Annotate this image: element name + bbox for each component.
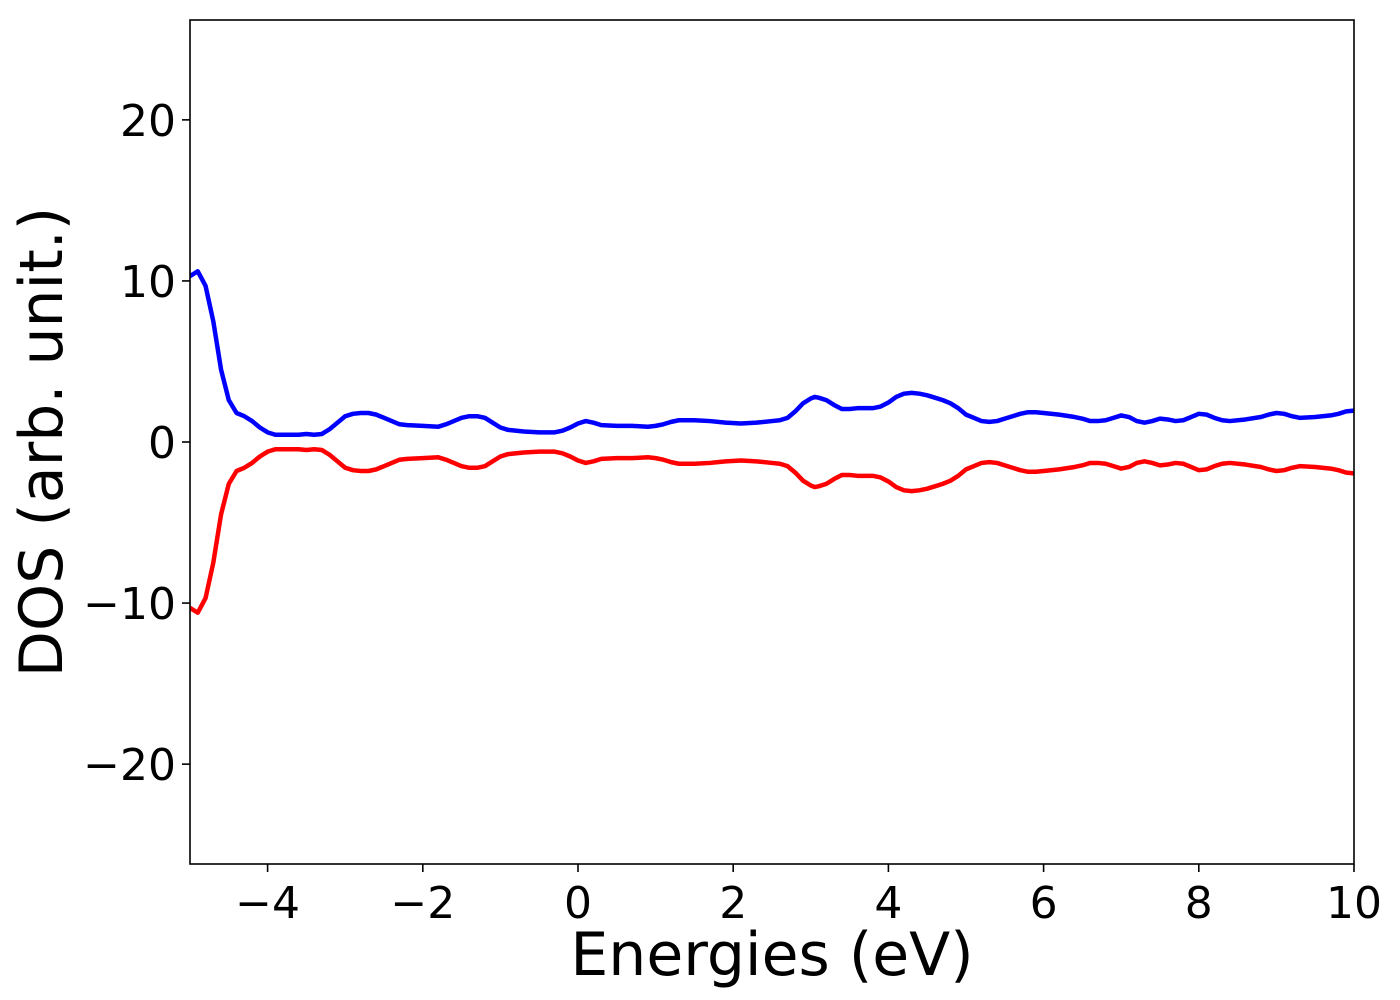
x-tick-label: 2 — [719, 878, 747, 929]
x-axis-title: Energies (eV) — [570, 920, 973, 990]
series-line-2 — [190, 447, 1354, 615]
series-layer — [190, 269, 1354, 615]
y-tick-label: 0 — [148, 418, 176, 469]
x-tick-label: −2 — [390, 878, 455, 929]
plot-frame — [189, 19, 1355, 865]
y-tick-label: 10 — [120, 257, 176, 308]
y-tick-label: −10 — [83, 579, 176, 630]
x-tick-label: 10 — [1326, 878, 1382, 929]
y-tick-label: −20 — [83, 740, 176, 791]
x-tick-label: 4 — [874, 878, 902, 929]
x-tick-label: 6 — [1030, 878, 1058, 929]
x-tick-label: 8 — [1185, 878, 1213, 929]
x-tick-label: −4 — [235, 878, 300, 929]
x-axis: −4 −2 0 2 4 6 8 10 — [235, 864, 1382, 929]
y-tick-label: 20 — [120, 96, 176, 147]
x-tick-label: 0 — [564, 878, 592, 929]
y-axis-title: DOS (arb. unit.) — [7, 207, 77, 677]
y-axis: 20 10 0 −10 −20 — [83, 96, 190, 791]
series-line-1 — [190, 269, 1354, 437]
